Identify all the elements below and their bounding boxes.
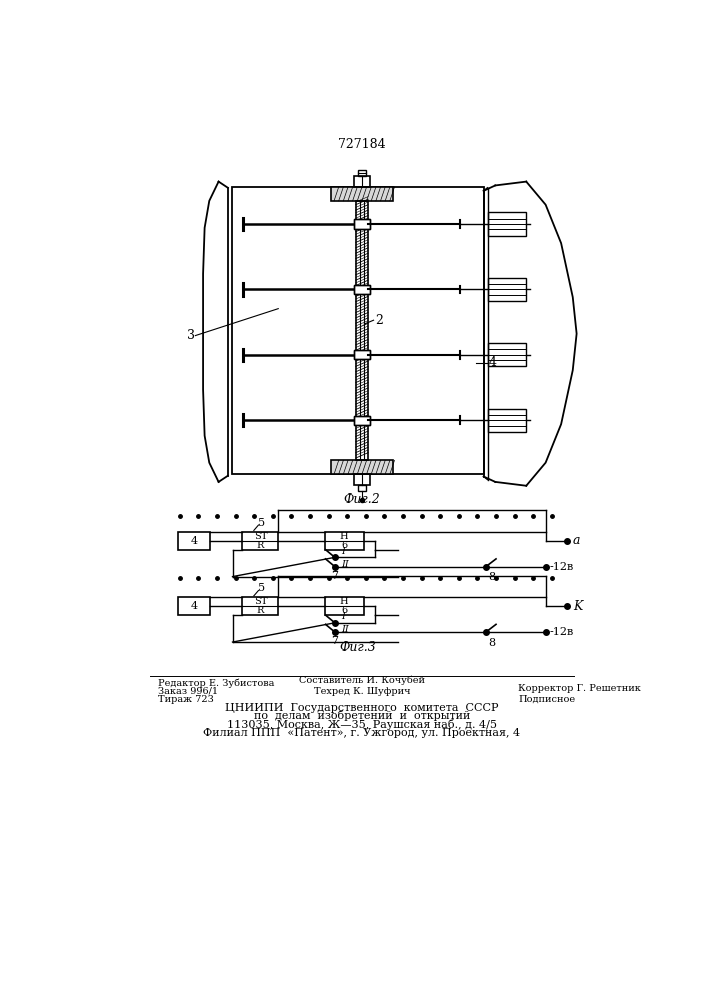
Text: T: T [261,597,267,606]
Bar [177,532,210,550]
Text: Редактор Е. Зубистова: Редактор Е. Зубистова [158,679,274,688]
Text: -12в: -12в [549,627,574,637]
Bar [242,532,279,550]
Text: R: R [257,606,264,615]
Bar [488,409,526,432]
Bar [354,350,370,359]
Text: 8: 8 [489,638,496,648]
Bar [488,278,526,301]
Text: Тираж 723: Тираж 723 [158,695,214,704]
Text: 8: 8 [489,572,496,582]
Bar [488,343,526,366]
Text: Подписное: Подписное [518,695,575,704]
Text: S: S [255,597,261,606]
Text: 6: 6 [341,606,347,615]
Text: 4: 4 [190,536,197,546]
Text: H: H [340,532,349,541]
Text: I: I [341,612,345,621]
Text: K: K [573,600,582,613]
Text: 5: 5 [258,518,265,528]
Text: 5: 5 [258,583,265,593]
Bar [354,350,370,359]
Text: 3: 3 [187,329,194,342]
Bar [358,485,366,491]
Text: II: II [341,625,349,634]
Text: 7: 7 [332,571,339,581]
Bar [325,532,363,550]
Text: I: I [341,547,345,556]
Text: S: S [255,532,261,541]
Text: ЦНИИПИ  Государственного  комитета  СССР: ЦНИИПИ Государственного комитета СССР [226,703,498,713]
Bar [354,285,370,294]
Bar [354,416,370,425]
Bar [358,170,366,176]
Text: Заказ 996/1: Заказ 996/1 [158,687,218,696]
Text: по  делам  изобретений  и  открытий: по делам изобретений и открытий [254,710,470,721]
Bar [354,219,370,229]
Text: T: T [261,532,267,541]
Text: 727184: 727184 [338,138,386,151]
Bar [325,597,363,615]
Bar [331,187,393,201]
Text: Техред К. Шуфрич: Техред К. Шуфрич [314,687,410,696]
Text: R: R [257,541,264,550]
Text: Составитель И. Кочубей: Составитель И. Кочубей [299,676,425,685]
Bar [232,187,484,474]
Text: a: a [573,534,580,547]
Bar [356,201,368,460]
Text: 4: 4 [489,356,496,369]
Bar [354,285,370,294]
Bar [242,597,279,615]
Text: 7: 7 [332,636,339,646]
Text: -12в: -12в [549,562,574,572]
Bar [354,219,370,229]
Bar [331,460,393,474]
Bar [354,474,370,485]
Text: Фиг.2: Фиг.2 [344,493,380,506]
Text: 113035, Москва, Ж—35, Раушская наб., д. 4/5: 113035, Москва, Ж—35, Раушская наб., д. … [227,719,497,730]
Text: Филиал ППП  «Патент», г. Ужгород, ул. Проектная, 4: Филиал ППП «Патент», г. Ужгород, ул. Про… [204,728,520,738]
Bar [354,416,370,425]
Text: 2: 2 [375,314,383,327]
Text: 6: 6 [341,541,347,550]
Text: 4: 4 [190,601,197,611]
Text: Корректор Г. Решетник: Корректор Г. Решетник [518,684,641,693]
Text: Фиг.3: Фиг.3 [339,641,376,654]
Bar [488,212,526,235]
Bar [177,597,210,615]
Bar [354,176,370,187]
Text: II: II [341,560,349,569]
Text: H: H [340,597,349,606]
